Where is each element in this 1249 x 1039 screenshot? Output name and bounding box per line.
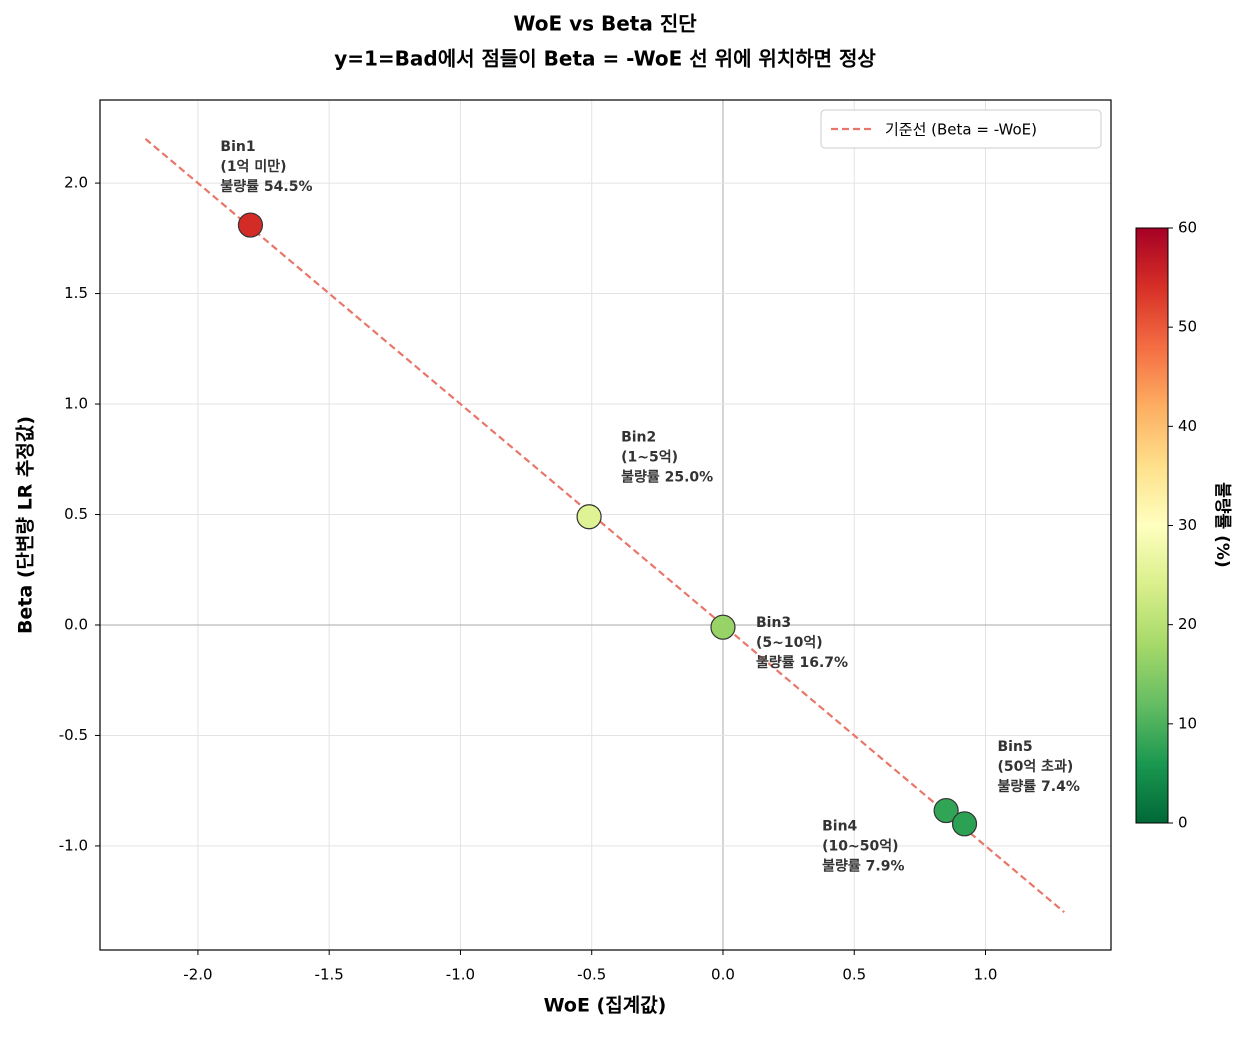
y-tick-label: 0.5 [64,505,88,523]
x-tick-label: 1.0 [974,966,998,984]
annotation: Bin2 [621,430,656,446]
annotation: (1억 미만) [220,159,286,175]
annotation: Bin4 [822,819,857,835]
y-tick-label: 0.0 [64,615,88,633]
annotation: Bin3 [756,615,791,631]
annotation: (50억 초과) [998,759,1074,775]
x-tick-label: -1.0 [446,966,475,984]
point [710,614,736,640]
legend-label: 기준선 (Beta = -WoE) [885,121,1037,139]
x-tick-label: 0.0 [711,966,735,984]
colorbar-tick-label: 10 [1178,714,1197,732]
y-tick-label: -0.5 [59,726,88,744]
colorbar-tick-label: 30 [1178,516,1197,534]
legend: 기준선 (Beta = -WoE) [820,109,1102,149]
y-tick-label: -1.0 [59,836,88,854]
annotation: Bin1 [220,139,255,155]
x-tick-label: -0.5 [577,966,606,984]
colorbar-tick-label: 20 [1178,615,1197,633]
colorbar [1135,227,1169,824]
x-tick-label: -2.0 [183,966,212,984]
y-tick-label: 1.0 [64,395,88,413]
colorbar-tick-label: 50 [1178,318,1197,336]
annotation: 불량률 7.9% [822,858,904,875]
x-tick-label: 0.5 [842,966,866,984]
annotation: 불량률 54.5% [220,178,312,195]
y-tick-label: 1.5 [64,284,88,302]
legend-box [820,109,1102,149]
colorbar-label: 불량률 (%) [1212,482,1232,567]
annotation: (1~5억) [621,450,678,466]
y-tick-label: 2.0 [64,174,88,192]
chart-title: WoE vs Beta 진단 [513,12,697,36]
point [933,797,959,824]
annotation: 불량률 16.7% [756,654,848,671]
reference-line [144,138,1065,914]
colorbar-tick-label: 0 [1178,814,1188,832]
point [237,212,264,238]
y-axis-label: Beta (단변량 LR 추정값) [15,416,37,634]
plot-frame [99,99,1112,951]
point [576,504,602,530]
annotation: 불량률 25.0% [621,469,713,486]
annotation: Bin5 [998,739,1033,755]
colorbar-tick-label: 60 [1178,219,1197,237]
x-axis-label: WoE (집계값) [544,995,667,1017]
chart-subtitle: y=1=Bad에서 점들이 Beta = -WoE 선 위에 위치하면 정상 [334,47,876,71]
colorbar-tick-label: 40 [1178,417,1197,435]
point [951,811,978,837]
annotation: 불량률 7.4% [998,778,1080,795]
x-tick-label: -1.5 [315,966,344,984]
annotation: (5~10억) [756,635,823,651]
annotation: (10~50억) [822,839,898,855]
